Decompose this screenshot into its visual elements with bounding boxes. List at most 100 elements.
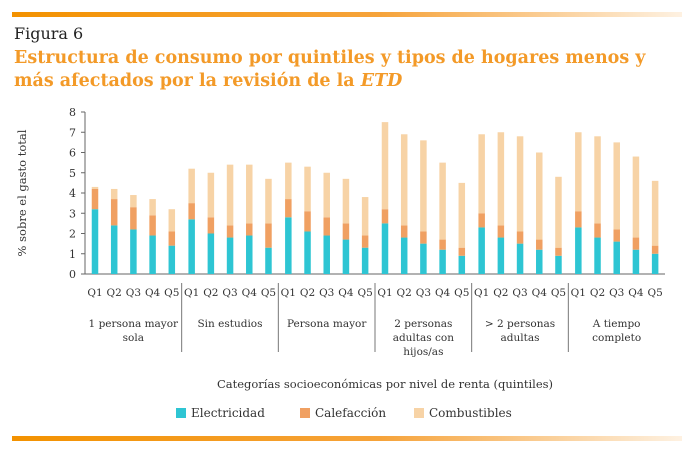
- bar-segment-calefacción: [536, 239, 543, 250]
- bar-segment-calefacción: [478, 213, 485, 228]
- bar-segment-electricidad: [130, 229, 137, 274]
- bar-segment-combustibles: [91, 186, 99, 189]
- bar-segment-combustibles: [188, 168, 195, 204]
- bar-segment-calefacción: [420, 231, 427, 244]
- quintile-label: Q3: [222, 287, 237, 299]
- bar-segment-combustibles: [555, 176, 562, 248]
- group-label: A tiempo: [592, 318, 641, 330]
- bar-segment-calefacción: [458, 247, 466, 256]
- bar-segment-calefacción: [381, 209, 389, 224]
- bar-segment-calefacción: [651, 245, 659, 254]
- bar-segment-electricidad: [285, 217, 292, 274]
- quintile-label: Q2: [107, 287, 122, 299]
- bar-segment-combustibles: [342, 178, 350, 224]
- group-label: Persona mayor: [287, 318, 367, 330]
- bar-segment-calefacción: [265, 223, 272, 248]
- bar-segment-combustibles: [458, 182, 466, 248]
- bar-segment-electricidad: [304, 231, 311, 274]
- bar-segment-electricidad: [478, 227, 485, 274]
- quintile-label: Q1: [474, 287, 489, 299]
- y-tick-label: 3: [69, 207, 76, 220]
- y-tick-label: 7: [69, 126, 76, 139]
- legend-swatch-calefacción: [300, 408, 310, 418]
- bar-segment-combustibles: [400, 134, 408, 226]
- y-tick-label: 0: [69, 268, 76, 281]
- quintile-label: Q5: [261, 287, 276, 299]
- group-label: 1 persona mayor: [89, 318, 180, 330]
- bar-segment-calefacción: [110, 199, 118, 226]
- y-tick-label: 8: [69, 106, 76, 119]
- bar-segment-calefacción: [168, 231, 176, 246]
- group-label: > 2 personas: [485, 318, 555, 330]
- quintile-label: Q2: [203, 287, 218, 299]
- bar-segment-calefacción: [91, 188, 99, 210]
- quintile-label: Q4: [338, 287, 354, 299]
- bar-segment-calefacción: [439, 239, 446, 250]
- quintile-label: Q1: [184, 287, 199, 299]
- bar-segment-electricidad: [555, 255, 562, 274]
- bar-segment-electricidad: [651, 253, 659, 274]
- quintile-label: Q5: [454, 287, 469, 299]
- y-tick-label: 2: [69, 228, 76, 241]
- bar-segment-calefacción: [613, 229, 620, 242]
- bar-segment-combustibles: [130, 195, 137, 208]
- legend-swatch-electricidad: [176, 408, 186, 418]
- quintile-label: Q2: [397, 287, 412, 299]
- x-axis-label: Categorías socioeconómicas por nivel de …: [217, 377, 553, 391]
- bar-segment-combustibles: [651, 180, 659, 246]
- y-tick-label: 4: [69, 187, 76, 200]
- group-label: adultas con: [393, 332, 455, 344]
- quintile-label: Q3: [319, 287, 334, 299]
- bar-segment-calefacción: [575, 211, 582, 228]
- bar-segment-combustibles: [439, 162, 446, 240]
- group-label: 2 personas: [394, 318, 452, 330]
- bar-segment-calefacción: [226, 225, 234, 238]
- bar-segment-combustibles: [110, 188, 118, 200]
- bar-segment-calefacción: [246, 223, 253, 236]
- bar-segment-electricidad: [613, 241, 620, 274]
- quintile-label: Q1: [87, 287, 102, 299]
- quintile-label: Q1: [377, 287, 392, 299]
- bar-segment-calefacción: [594, 223, 601, 238]
- bar-segment-electricidad: [91, 209, 99, 274]
- bar-segment-combustibles: [613, 142, 620, 230]
- bar-segment-combustibles: [478, 134, 485, 214]
- bar-segment-combustibles: [323, 172, 330, 218]
- bar-segment-combustibles: [304, 166, 311, 212]
- y-tick-label: 1: [69, 248, 76, 261]
- quintile-label: Q4: [435, 287, 451, 299]
- bar-segment-combustibles: [575, 132, 582, 212]
- quintile-label: Q2: [590, 287, 605, 299]
- bar-segment-calefacción: [497, 225, 505, 238]
- bar-segment-combustibles: [246, 164, 253, 224]
- legend-swatch-combustibles: [414, 408, 424, 418]
- quintile-label: Q1: [571, 287, 586, 299]
- group-label: sola: [123, 332, 144, 344]
- legend-label-calefacción: Calefacción: [315, 406, 386, 420]
- bar-segment-calefacción: [361, 235, 369, 248]
- quintile-label: Q2: [300, 287, 315, 299]
- quintile-label: Q5: [551, 287, 566, 299]
- bar-segment-calefacción: [304, 211, 311, 232]
- y-axis-label: % sobre el gasto total: [15, 129, 29, 256]
- bar-segment-electricidad: [536, 249, 543, 274]
- bar-segment-electricidad: [439, 249, 446, 274]
- figure-title-main: Estructura de consumo por quintiles y ti…: [14, 48, 646, 91]
- bar-segment-electricidad: [381, 223, 389, 274]
- bar-segment-combustibles: [168, 209, 176, 232]
- bar-segment-electricidad: [265, 247, 272, 274]
- quintile-label: Q4: [145, 287, 161, 299]
- bar-segment-combustibles: [536, 152, 543, 240]
- legend-label-electricidad: Electricidad: [191, 406, 265, 420]
- bar-segment-combustibles: [285, 162, 292, 200]
- bar-segment-combustibles: [265, 178, 272, 224]
- quintile-label: Q5: [164, 287, 179, 299]
- bar-segment-calefacción: [207, 217, 215, 234]
- quintile-label: Q2: [493, 287, 508, 299]
- quintile-label: Q1: [281, 287, 296, 299]
- bar-segment-combustibles: [361, 197, 369, 236]
- group-label: hijos/as: [403, 346, 443, 358]
- quintile-label: Q3: [416, 287, 431, 299]
